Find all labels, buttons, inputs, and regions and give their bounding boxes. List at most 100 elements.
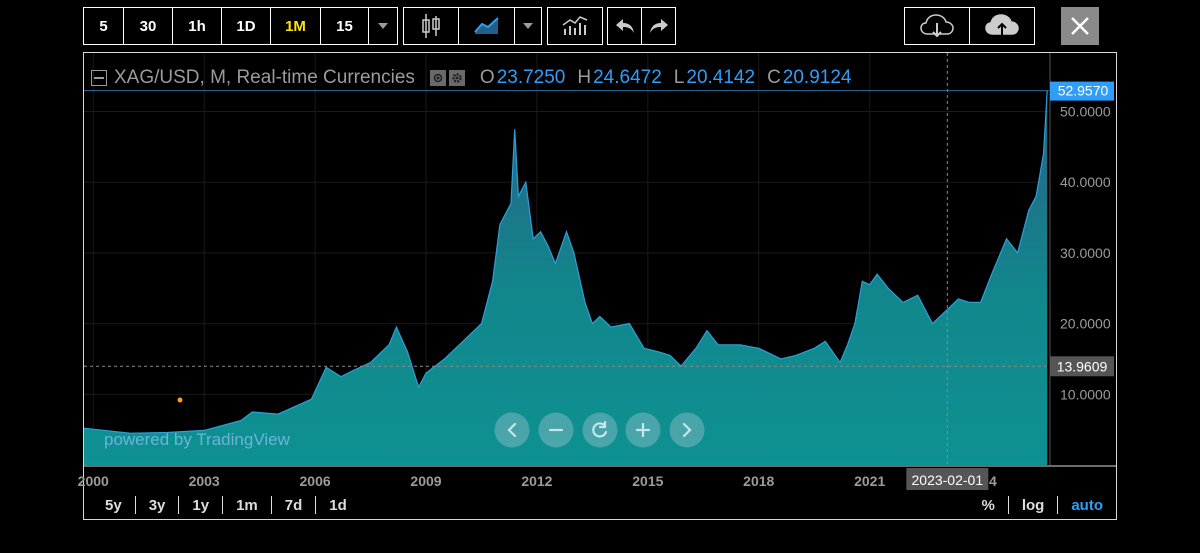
area-chart-icon [473,17,499,34]
settings-icon[interactable] [448,70,465,86]
range-tab-3y[interactable]: 3y [148,496,166,514]
zoom-out-button[interactable] [538,412,574,448]
redo-icon [649,19,668,33]
indicators-button[interactable] [548,8,602,44]
last-price-label: 52.9570 [1058,83,1109,99]
close-button[interactable] [1061,7,1099,45]
crosshair-price-badge [1050,356,1114,377]
tradingview-watermark: powered by TradingView [104,430,291,449]
close-value: 20.9124 [782,67,852,88]
open-value: 23.7250 [496,67,566,88]
divider [315,496,317,514]
low-value: 20.4142 [686,67,756,88]
interval-5[interactable]: 5 [84,8,124,44]
range-tab-7d[interactable]: 7d [284,496,303,514]
interval-1d[interactable]: 1D [222,8,271,44]
chart-type-toolbar [403,7,542,45]
chevron-down-icon [523,23,533,29]
range-tab-1y[interactable]: 1y [192,496,210,514]
x-tick-label: 4 [989,473,997,489]
interval-15[interactable]: 15 [321,8,369,44]
x-tick-label: 2003 [189,473,220,489]
x-tick-label: 2018 [743,473,774,489]
y-tick-label: 10.0000 [1060,386,1111,402]
divider [134,496,136,514]
indicators-icon [562,16,588,35]
chevron-right-icon [682,422,692,438]
open-label: O [479,67,495,88]
log-scale-toggle[interactable]: log [1021,496,1045,514]
x-tick-label: 2015 [632,473,663,489]
auto-scale-toggle[interactable]: auto [1071,496,1103,514]
x-tick-label: 2009 [410,473,441,489]
candlestick-icon [422,14,440,38]
interval-dropdown-button[interactable] [369,8,397,44]
redo-button[interactable] [642,8,675,44]
nav-button-bg [582,412,618,448]
divider [178,496,180,514]
cloud-upload-icon [985,14,1019,36]
price-line [83,90,1048,434]
x-tick-label: 2006 [300,473,331,489]
collapse-legend-icon[interactable] [91,70,107,86]
nav-button-bg [494,412,530,448]
undo-button[interactable] [608,8,642,44]
load-chart-button[interactable] [970,8,1034,44]
chevron-down-icon [378,23,388,29]
interval-label: 1h [188,17,206,35]
eye-icon[interactable] [429,70,446,86]
interval-label: 15 [336,17,353,35]
symbol-title: XAG/USD, M, Real-time Currencies [114,67,415,88]
y-tick-label: 40.0000 [1060,174,1111,190]
scroll-right-button[interactable] [669,412,705,448]
y-tick-label: 20.0000 [1060,316,1111,332]
indicators-toolbar [547,7,603,45]
interval-30[interactable]: 30 [124,8,173,44]
x-tick-label: 2000 [78,473,109,489]
crosshair-price-label: 13.9609 [1057,358,1108,374]
chevron-left-icon [507,422,517,438]
y-tick-label: 50.0000 [1060,104,1111,120]
area-chart-button[interactable] [459,8,515,44]
y-tick-label: 30.0000 [1060,245,1111,261]
x-tick-label: 2012 [521,473,552,489]
x-tick-label: 2021 [854,473,885,489]
zoom-in-button[interactable] [625,412,661,448]
range-tab-1d[interactable]: 1d [329,496,347,514]
reset-button[interactable] [582,412,618,448]
nav-button-bg [669,412,705,448]
range-tab-5y[interactable]: 5y [105,496,122,514]
last-price-badge [1050,81,1114,101]
divider [222,496,224,514]
percent-scale-toggle[interactable]: % [981,496,995,514]
interval-label: 1M [285,17,306,35]
chart-legend: XAG/USD, M, Real-time Currencies O 23.725… [91,66,851,90]
event-marker-icon[interactable] [177,397,183,403]
reset-icon [592,420,608,438]
scroll-left-button[interactable] [494,412,530,448]
interval-label: 30 [139,17,157,35]
low-label: L [673,67,685,88]
cloud-download-icon [920,14,954,38]
divider [1007,496,1009,514]
interval-label: 1D [236,17,256,35]
range-tab-1m[interactable]: 1m [236,496,258,514]
chart-frame [83,52,1117,520]
interval-1h[interactable]: 1h [173,8,222,44]
candlestick-button[interactable] [404,8,459,44]
cloud-toolbar [904,7,1035,45]
scale-tabs: % log auto [968,494,1116,516]
crosshair-date-label: 2023-02-01 [912,472,984,488]
price-area [84,90,1048,465]
high-value: 24.6472 [593,67,662,88]
close-label: C [767,67,781,88]
divider [1057,496,1059,514]
interval-1m[interactable]: 1M [271,8,321,44]
divider [270,496,272,514]
save-chart-button[interactable] [905,8,970,44]
undo-icon [615,19,634,33]
high-label: H [577,67,592,88]
chart-type-dropdown-button[interactable] [515,8,541,44]
history-toolbar [607,7,676,45]
